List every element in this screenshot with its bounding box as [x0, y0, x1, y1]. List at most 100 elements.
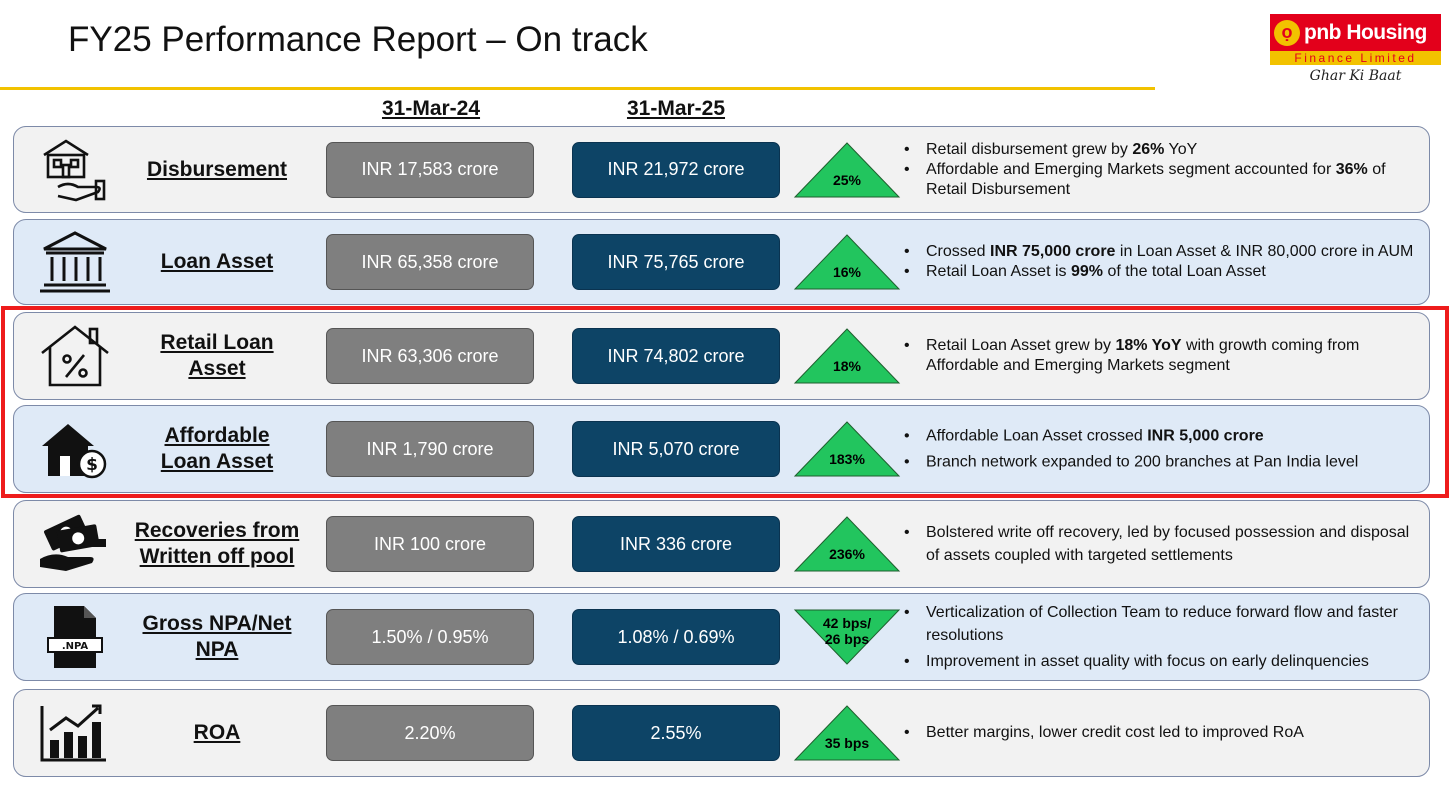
- metric-label: Gross NPA/Net NPA: [122, 611, 312, 663]
- change-up-triangle: 236%: [793, 516, 901, 572]
- note-item: Improvement in asset quality with focus …: [904, 650, 1419, 673]
- value-fy25: 1.08% / 0.69%: [572, 609, 780, 665]
- svg-text:$: $: [86, 455, 98, 475]
- change-up-triangle: 183%: [793, 421, 901, 477]
- logo-brand-name: pnb Housing: [1304, 20, 1427, 44]
- notes-list: Bolstered write off recovery, led by foc…: [904, 518, 1419, 570]
- column-header-curr: 31-Mar-25: [626, 97, 726, 120]
- metric-label: Recoveries from Written off pool: [122, 518, 312, 570]
- metric-row: Disbursement INR 17,583 crore INR 21,972 c…: [13, 126, 1430, 213]
- notes-list: Verticalization of Collection Team to re…: [904, 598, 1419, 676]
- house-percent-icon: [36, 323, 114, 389]
- change-value-line: 236%: [829, 546, 865, 562]
- notes-list: Crossed INR 75,000 crore in Loan Asset &…: [904, 242, 1419, 282]
- change-up-triangle: 18%: [793, 328, 901, 384]
- logo-tagline: Ghar Ki Baat: [1309, 68, 1402, 84]
- bar-chart-growth-icon: [36, 700, 114, 766]
- metric-label: Retail Loan Asset: [122, 330, 312, 382]
- house-in-hand-icon: [36, 137, 114, 203]
- change-value-line: 26 bps: [824, 631, 870, 647]
- note-text: Retail Loan Asset is: [926, 263, 1071, 280]
- note-item: Crossed INR 75,000 crore in Loan Asset &…: [904, 242, 1419, 262]
- change-value: 236%: [793, 546, 901, 562]
- value-fy24: INR 1,790 crore: [326, 421, 534, 477]
- metric-label-line: Written off pool: [139, 545, 295, 568]
- change-value-line: 35 bps: [824, 735, 870, 751]
- change-value-line: 16%: [832, 264, 862, 280]
- note-text: of Retail Disbursement: [926, 160, 1386, 198]
- note-text: Retail Loan Asset grew by: [926, 337, 1116, 354]
- note-text: Affordable Loan Asset crossed: [926, 427, 1148, 445]
- metric-row: Loan Asset INR 65,358 crore INR 75,765 cro…: [13, 219, 1430, 305]
- metric-label-line: Affordable: [164, 424, 270, 447]
- note-item: Affordable and Emerging Markets segment …: [904, 160, 1419, 200]
- notes-list: Retail Loan Asset grew by 18% YoY with g…: [904, 336, 1419, 376]
- metric-label-line: Gross NPA/Net: [142, 612, 292, 635]
- change-up-triangle: 25%: [793, 141, 901, 198]
- note-text: INR 5,000 crore: [1147, 427, 1264, 445]
- change-value: 35 bps: [793, 735, 901, 751]
- logo-banner: ọ pnb Housing: [1270, 14, 1441, 51]
- value-fy25: INR 5,070 crore: [572, 421, 780, 477]
- company-logo: ọ pnb Housing Finance Limited Ghar Ki Ba…: [1270, 14, 1441, 84]
- metric-row: Retail Loan Asset INR 63,306 crore INR 74,8…: [13, 312, 1430, 400]
- note-text: in Loan Asset & INR 80,000 crore in AUM: [1115, 243, 1414, 260]
- metric-label-line: Loan Asset: [160, 250, 274, 273]
- value-fy24: 2.20%: [326, 705, 534, 761]
- note-text: Verticalization of Collection Team to re…: [926, 604, 1398, 644]
- metric-label-line: Disbursement: [146, 157, 288, 181]
- metric-label-line: ROA: [193, 721, 241, 744]
- note-text: 99%: [1070, 263, 1103, 280]
- note-item: Better margins, lower credit cost led to…: [904, 723, 1419, 743]
- change-value: 18%: [793, 358, 901, 374]
- value-fy25: INR 74,802 crore: [572, 328, 780, 384]
- change-value-line: 25%: [832, 171, 862, 188]
- note-text: Branch network expanded to 200 branches …: [926, 453, 1359, 471]
- change-up-triangle: 35 bps: [793, 705, 901, 761]
- metric-label-line: Retail Loan: [160, 331, 274, 354]
- value-fy24: INR 17,583 crore: [326, 141, 534, 198]
- change-value-line: 183%: [829, 451, 865, 467]
- metric-label-line: Asset: [188, 357, 246, 380]
- bank-building-icon: [36, 229, 114, 295]
- note-text: 26%: [1132, 140, 1165, 158]
- note-text: 18% YoY: [1115, 337, 1182, 354]
- metric-label-line: Loan Asset: [160, 450, 274, 473]
- svg-text:.NPA: .NPA: [62, 641, 89, 652]
- note-text: Crossed: [926, 243, 991, 260]
- value-fy24: INR 100 crore: [326, 516, 534, 572]
- change-value: 183%: [793, 451, 901, 467]
- logo-mark-icon: ọ: [1274, 19, 1300, 46]
- note-text: Affordable and Emerging Markets segment …: [926, 160, 1336, 178]
- note-item: Bolstered write off recovery, led by foc…: [904, 521, 1419, 567]
- note-text: YoY: [1164, 140, 1198, 158]
- value-fy24: INR 63,306 crore: [326, 328, 534, 384]
- note-item: Retail Loan Asset is 99% of the total Lo…: [904, 262, 1419, 282]
- page-title: FY25 Performance Report – On track: [68, 20, 648, 59]
- change-up-triangle: 16%: [793, 234, 901, 290]
- value-fy25: INR 336 crore: [572, 516, 780, 572]
- metric-label: ROA: [122, 720, 312, 746]
- metric-label: Disbursement: [122, 157, 312, 183]
- metric-label-line: Recoveries from: [134, 519, 300, 542]
- metric-row: .NPA Gross NPA/Net NPA 1.50% / 0.95% 1.08% /…: [13, 593, 1430, 681]
- title-underline: [0, 87, 1155, 90]
- notes-list: Affordable Loan Asset crossed INR 5,000 …: [904, 422, 1419, 477]
- note-text: of the total Loan Asset: [1103, 263, 1266, 280]
- metric-row: ROA 2.20% 2.55% 35 bps Better margins, lower…: [13, 689, 1430, 777]
- metric-label: Affordable Loan Asset: [122, 423, 312, 475]
- metric-row: Recoveries from Written off pool INR 100 c…: [13, 500, 1430, 588]
- change-value: 42 bps/26 bps: [793, 615, 901, 647]
- change-value: 16%: [793, 264, 901, 280]
- metric-label-line: NPA: [195, 638, 239, 661]
- note-text: Improvement in asset quality with focus …: [926, 653, 1369, 670]
- note-item: Verticalization of Collection Team to re…: [904, 601, 1419, 647]
- change-value: 25%: [793, 172, 901, 188]
- column-header-prev: 31-Mar-24: [381, 97, 481, 120]
- note-text: Retail disbursement grew by: [926, 140, 1133, 158]
- note-text: 36%: [1335, 160, 1368, 178]
- metric-label: Loan Asset: [122, 249, 312, 275]
- value-fy25: INR 75,765 crore: [572, 234, 780, 290]
- change-down-triangle: 42 bps/26 bps: [793, 609, 901, 665]
- change-value-line: 18%: [832, 358, 862, 374]
